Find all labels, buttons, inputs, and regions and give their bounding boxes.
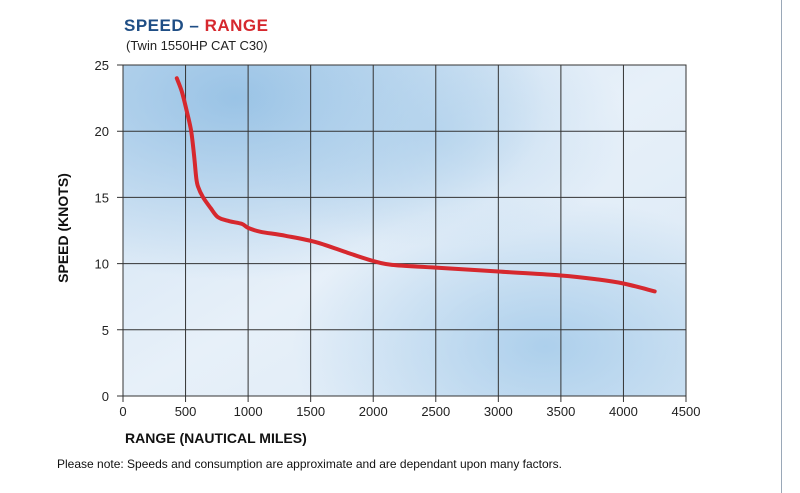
y-tick-label: 25 bbox=[95, 58, 109, 73]
series-layer bbox=[174, 76, 657, 294]
x-tick-label: 2000 bbox=[359, 404, 388, 419]
y-tick-label: 5 bbox=[102, 323, 109, 338]
x-tick-label: 1500 bbox=[296, 404, 325, 419]
x-tick-label: 500 bbox=[175, 404, 197, 419]
y-tick-label: 15 bbox=[95, 190, 109, 205]
x-tick-label: 3000 bbox=[484, 404, 513, 419]
x-tick-label: 3500 bbox=[546, 404, 575, 419]
chart-subtitle: (Twin 1550HP CAT C30) bbox=[126, 38, 268, 53]
title-separator: – bbox=[189, 16, 200, 35]
plot-border bbox=[122, 64, 687, 397]
footnote: Please note: Speeds and consumption are … bbox=[57, 457, 563, 471]
plot-shade-3 bbox=[123, 65, 686, 396]
x-tick-label: 2500 bbox=[421, 404, 450, 419]
x-tick-label: 4500 bbox=[672, 404, 701, 419]
x-tick-label: 4000 bbox=[609, 404, 638, 419]
axis-ticks: 0 500 1000 1500 2000 2500 3000 3500 4000 4500 0 5 10… bbox=[95, 58, 701, 419]
x-tick-label: 1000 bbox=[234, 404, 263, 419]
title-range: RANGE bbox=[204, 16, 269, 35]
x-axis-label: RANGE (NAUTICAL MILES) bbox=[125, 430, 307, 446]
y-tick-label: 0 bbox=[102, 389, 109, 404]
x-tick-label: 0 bbox=[119, 404, 126, 419]
title-speed: SPEED bbox=[124, 16, 185, 35]
grid-lines bbox=[117, 64, 687, 397]
plot-background bbox=[123, 65, 686, 396]
frame-border bbox=[781, 0, 782, 493]
y-axis-label: SPEED (KNOTS) bbox=[55, 173, 71, 283]
chart-title: SPEED – RANGE bbox=[124, 16, 268, 36]
y-tick-label: 10 bbox=[95, 257, 109, 272]
y-tick-label: 20 bbox=[95, 124, 109, 139]
series-line bbox=[174, 76, 657, 294]
